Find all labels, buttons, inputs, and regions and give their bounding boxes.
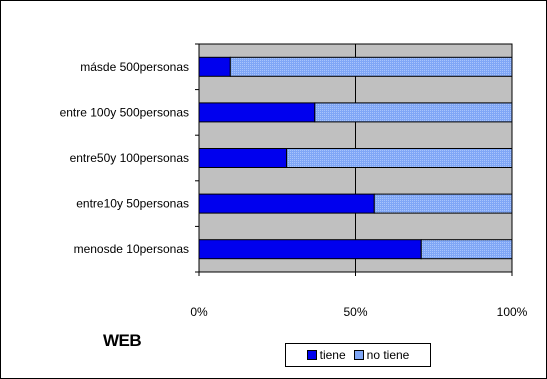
chart-title: WEB (103, 331, 142, 350)
bar-tiene-1 (198, 102, 316, 123)
category-label-3: entre10y 50personas (76, 197, 189, 211)
bar-tiene-3 (198, 193, 375, 214)
category-label-0: másde 500personas (80, 60, 189, 74)
legend-entry-no-tiene: no tiene (353, 348, 410, 362)
bar-no-tiene-3 (373, 193, 513, 214)
category-label-4: menosde 10personas (74, 242, 189, 256)
legend-label-tiene: tiene (319, 348, 346, 362)
bar-no-tiene-1 (314, 102, 513, 123)
x-tick-label-0: 0% (190, 305, 208, 319)
category-label-1: entre 100y 500personas (60, 105, 189, 119)
bar-tiene-4 (198, 239, 422, 260)
bar-no-tiene-2 (286, 148, 513, 168)
legend-swatch-no-tiene (353, 350, 364, 360)
x-tick-label-1: 50% (343, 305, 367, 319)
legend-label-no-tiene: no tiene (366, 348, 410, 362)
bar-no-tiene-0 (229, 56, 513, 77)
legend-swatch-tiene (306, 350, 317, 360)
x-tick-label-2: 100% (497, 305, 528, 319)
legend: tiene no tiene (285, 343, 431, 367)
bar-tiene-0 (198, 56, 231, 77)
legend-entry-tiene: tiene (306, 348, 346, 362)
bar-no-tiene-4 (420, 239, 513, 260)
bar-tiene-2 (198, 148, 288, 168)
category-label-2: entre50y 100personas (70, 151, 189, 165)
